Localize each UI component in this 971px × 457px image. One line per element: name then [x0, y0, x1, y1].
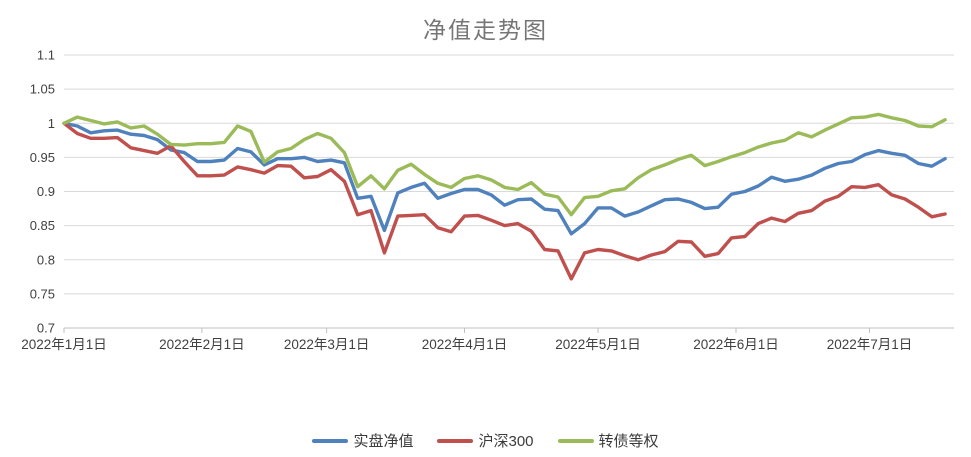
y-tick-label: 0.75	[30, 286, 55, 301]
legend-line-marker-icon	[557, 438, 594, 443]
y-tick-label: 0.85	[30, 218, 55, 233]
y-tick-label: 1.1	[37, 48, 55, 63]
series-line-实盘净值	[62, 121, 947, 236]
y-tick-label: 0.7	[37, 321, 55, 336]
legend-line-marker-icon	[437, 438, 474, 443]
x-tick-label: 2022年5月1日	[555, 337, 641, 352]
legend-label: 转债等权	[598, 433, 659, 450]
chart-title: 净值走势图	[423, 18, 548, 43]
x-tick-label: 2022年2月1日	[159, 337, 245, 352]
legend-item-hushen300: 沪深300	[437, 430, 534, 451]
y-tick-label: 0.9	[37, 184, 55, 199]
x-tick-label: 2022年6月1日	[693, 337, 779, 352]
series-line-转债等权	[62, 112, 947, 217]
y-tick-label: 0.95	[30, 150, 55, 165]
x-tick-label: 2022年3月1日	[284, 337, 370, 352]
x-tick-label: 2022年4月1日	[422, 337, 508, 352]
x-tick-label: 2022年7月1日	[827, 337, 913, 352]
y-tick-label: 1.05	[30, 82, 55, 97]
legend-label: 沪深300	[478, 433, 534, 450]
y-tick-label: 1	[48, 116, 55, 131]
legend-item-shipan-jingzhi: 实盘净值	[312, 430, 413, 451]
legend-label: 实盘净值	[353, 433, 414, 450]
legend-item-zhuanzhai-dengquan: 转债等权	[557, 430, 659, 451]
series-line-沪深300	[62, 121, 947, 281]
legend-line-marker-icon	[312, 438, 349, 443]
legend: 实盘净值 沪深300 转债等权	[0, 430, 971, 451]
x-tick-label: 2022年1月1日	[21, 337, 107, 352]
y-tick-label: 0.8	[37, 252, 55, 267]
